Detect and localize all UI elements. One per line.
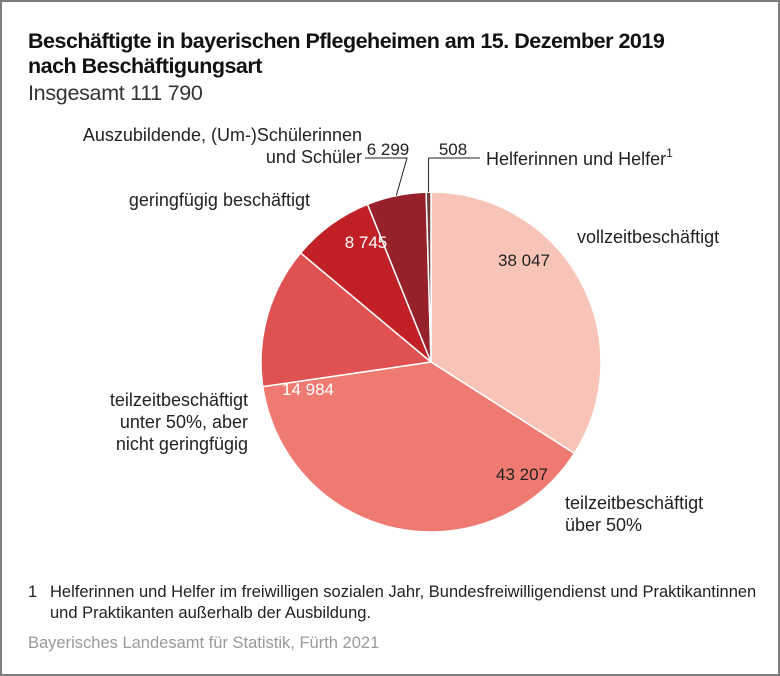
slice-category-label: vollzeitbeschäftigt bbox=[577, 227, 719, 247]
pie-slice-0 bbox=[430, 191, 602, 455]
pie-slice-2 bbox=[260, 251, 433, 388]
slice-value-label: 6 299 bbox=[367, 140, 410, 159]
slice-value-label: 43 207 bbox=[496, 465, 548, 484]
footnote: 1 Helferinnen und Helfer im freiwilligen… bbox=[28, 582, 770, 624]
footnote-number: 1 bbox=[28, 583, 38, 601]
pie-slice-1 bbox=[261, 361, 576, 533]
chart-title: Beschäftigte in bayerischen Pflegeheimen… bbox=[28, 29, 665, 53]
slice-value-label: 14 984 bbox=[282, 380, 334, 399]
slice-category-label: Auszubildende, (Um-)Schülerinnen und Schü… bbox=[83, 125, 362, 167]
chart-subtitle: Insgesamt 111 790 bbox=[28, 81, 203, 105]
footnote-text: Helferinnen und Helfer im freiwilligen s… bbox=[50, 583, 757, 622]
source-credit: Bayerisches Landesamt für Statistik, Für… bbox=[28, 634, 380, 652]
slice-category-label: teilzeitbeschäftigt unter 50%, aber nicht … bbox=[110, 390, 248, 454]
slice-value-label: 508 bbox=[439, 140, 467, 159]
slice-category-label: Helferinnen und Helfer1 bbox=[486, 146, 673, 169]
slice-category-label: geringfügig beschäftigt bbox=[129, 190, 310, 210]
slice-value-label: 8 745 bbox=[345, 233, 388, 252]
footnote-marker: 1 bbox=[666, 146, 673, 160]
leader-line bbox=[365, 157, 408, 196]
leader-line bbox=[428, 157, 480, 193]
slice-category-label: teilzeitbeschäftigt über 50% bbox=[565, 493, 703, 535]
slice-value-label: 38 047 bbox=[498, 251, 550, 270]
chart-title-line2: nach Beschäftigungsart bbox=[28, 54, 262, 78]
